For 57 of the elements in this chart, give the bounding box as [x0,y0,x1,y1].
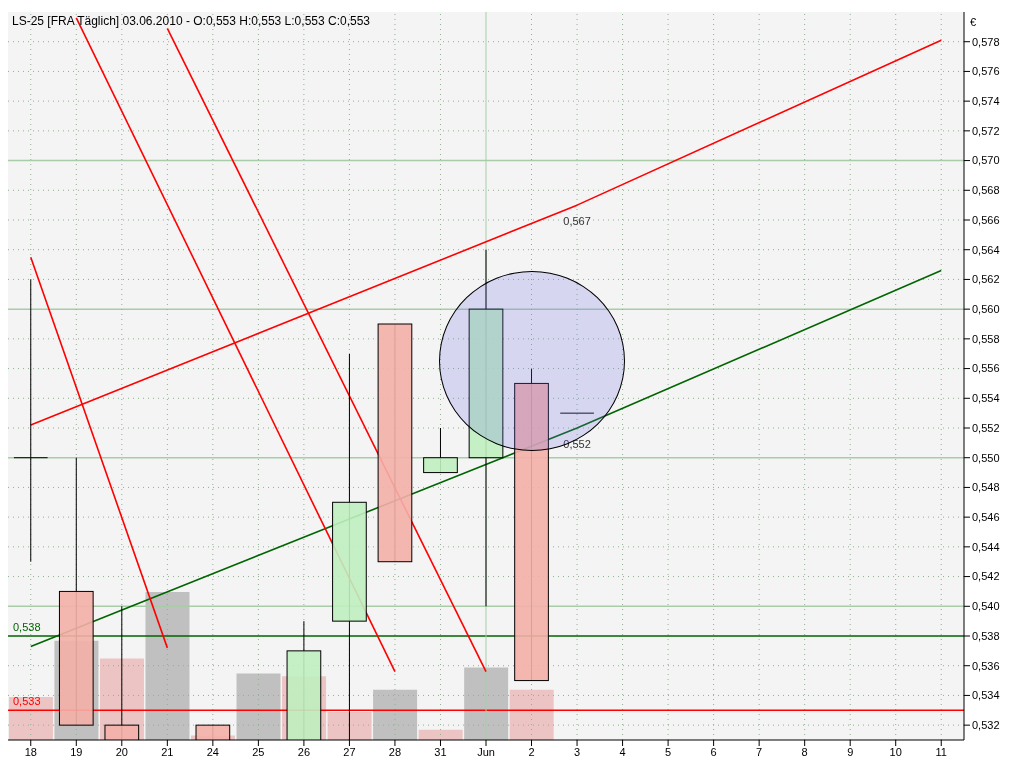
y-tick-label: 0,544 [972,540,1000,553]
x-tick-label: 18 [24,745,37,758]
y-axis-title: € [970,15,977,28]
x-tick-label: 10 [889,745,902,758]
chart-title: LS-25 [FRA Täglich] 03.06.2010 - O:0,553 H:0,553 L:0,553 C:0,553 [12,14,371,28]
y-tick-label: 0,560 [972,303,1000,316]
y-tick-label: 0,568 [972,184,1000,197]
y-tick-label: 0,576 [972,65,1000,78]
y-tick-label: 0,566 [972,213,1000,226]
x-tick-label: 2 [528,745,535,758]
y-tick-label: 0,548 [972,481,1000,494]
x-tick-label: 6 [710,745,717,758]
y-tick-label: 0,574 [972,95,1000,108]
bar [236,673,281,740]
y-tick-label: 0,578 [972,35,1000,48]
x-tick-label: 7 [756,745,763,758]
ref-line-label: 0,533 [13,695,41,708]
y-tick-label: 0,558 [972,332,1000,345]
x-tick-label: 21 [161,745,174,758]
x-tick-label: 31 [434,745,447,758]
bar [509,689,554,740]
y-tick-label: 0,542 [972,570,1000,583]
y-tick-label: 0,554 [972,392,1000,405]
y-tick-label: 0,536 [972,659,1000,672]
annotation: 0,552 [563,437,591,450]
y-tick-label: 0,540 [972,600,1000,613]
annotation: 0,567 [563,214,591,227]
ref-line-label: 0,538 [13,621,41,633]
x-tick-label: Jun [477,745,495,758]
x-tick-label: 20 [115,745,128,758]
x-tick-label: 25 [252,745,265,758]
bar [373,689,418,740]
y-tick-label: 0,534 [972,689,1000,702]
y-tick-label: 0,546 [972,511,1000,524]
x-tick-label: 8 [801,745,808,758]
y-tick-label: 0,570 [972,154,1000,167]
x-tick-label: 9 [847,745,854,758]
x-tick-label: 5 [665,745,672,758]
y-tick-label: 0,564 [972,243,1000,256]
y-tick-label: 0,532 [972,719,1000,732]
y-tick-label: 0,550 [972,451,1000,464]
y-tick-label: 0,552 [972,421,1000,434]
x-tick-label: 28 [388,745,402,758]
y-tick-label: 0,572 [972,124,1000,137]
bar [464,667,509,740]
x-tick-label: 27 [343,745,356,758]
x-tick-label: 11 [935,745,947,758]
bar [145,592,190,740]
y-tick-label: 0,562 [972,273,1000,286]
x-tick-label: 24 [206,745,219,758]
x-tick-label: 26 [297,745,311,758]
y-tick-label: 0,556 [972,362,1000,375]
x-tick-label: 3 [573,745,581,758]
y-tick-label: 0,538 [972,629,1000,642]
x-tick-label: 19 [70,745,83,758]
x-tick-label: 4 [619,745,626,758]
bar [327,711,372,740]
